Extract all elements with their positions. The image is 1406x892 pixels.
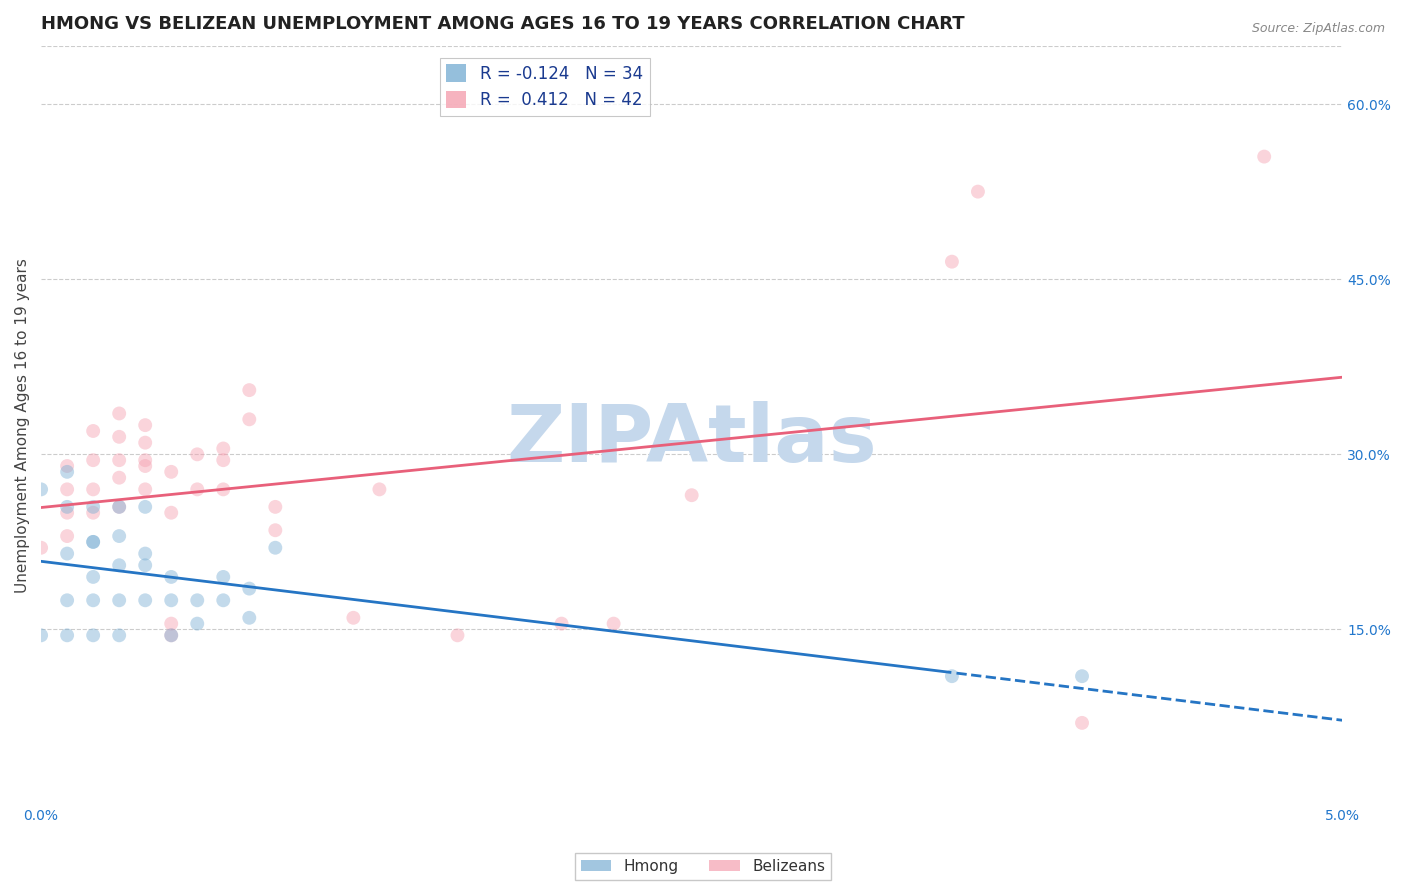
Y-axis label: Unemployment Among Ages 16 to 19 years: Unemployment Among Ages 16 to 19 years xyxy=(15,258,30,592)
Point xyxy=(82,506,104,520)
Point xyxy=(56,628,79,642)
Point xyxy=(108,471,131,485)
Point xyxy=(160,616,183,631)
Point xyxy=(186,483,208,497)
Point xyxy=(212,570,235,584)
Point xyxy=(56,593,79,607)
Point xyxy=(446,628,468,642)
Point xyxy=(108,558,131,573)
Point xyxy=(1071,715,1094,730)
Point xyxy=(108,430,131,444)
Point xyxy=(160,593,183,607)
Point xyxy=(238,412,260,426)
Point xyxy=(108,593,131,607)
Point xyxy=(368,483,391,497)
Point xyxy=(56,506,79,520)
Point xyxy=(186,616,208,631)
Point xyxy=(967,185,990,199)
Point xyxy=(550,616,572,631)
Point xyxy=(186,447,208,461)
Point xyxy=(134,500,156,514)
Point xyxy=(160,506,183,520)
Point xyxy=(238,582,260,596)
Point xyxy=(186,593,208,607)
Point xyxy=(1071,669,1094,683)
Point xyxy=(681,488,703,502)
Point xyxy=(108,628,131,642)
Point xyxy=(134,453,156,467)
Point xyxy=(264,541,287,555)
Point xyxy=(30,628,52,642)
Point xyxy=(134,593,156,607)
Point xyxy=(82,453,104,467)
Point xyxy=(108,453,131,467)
Point xyxy=(160,628,183,642)
Text: ZIPAtlas: ZIPAtlas xyxy=(506,401,877,479)
Legend: Hmong, Belizeans: Hmong, Belizeans xyxy=(575,853,831,880)
Point xyxy=(212,593,235,607)
Point xyxy=(108,529,131,543)
Point xyxy=(160,628,183,642)
Point xyxy=(134,483,156,497)
Point xyxy=(108,500,131,514)
Point xyxy=(212,442,235,456)
Point xyxy=(941,254,963,268)
Point xyxy=(941,669,963,683)
Point xyxy=(56,465,79,479)
Point xyxy=(82,628,104,642)
Legend: R = -0.124   N = 34, R =  0.412   N = 42: R = -0.124 N = 34, R = 0.412 N = 42 xyxy=(440,58,650,116)
Point xyxy=(134,547,156,561)
Point xyxy=(82,424,104,438)
Point xyxy=(160,465,183,479)
Point xyxy=(56,500,79,514)
Point xyxy=(238,611,260,625)
Point xyxy=(342,611,364,625)
Point xyxy=(1253,150,1275,164)
Point xyxy=(108,500,131,514)
Point xyxy=(56,547,79,561)
Point xyxy=(134,435,156,450)
Point xyxy=(108,407,131,421)
Point xyxy=(56,458,79,473)
Point xyxy=(264,500,287,514)
Point xyxy=(134,458,156,473)
Text: Source: ZipAtlas.com: Source: ZipAtlas.com xyxy=(1251,22,1385,36)
Point xyxy=(212,453,235,467)
Point xyxy=(238,383,260,397)
Point xyxy=(56,529,79,543)
Point xyxy=(82,500,104,514)
Point xyxy=(82,535,104,549)
Point xyxy=(30,541,52,555)
Text: HMONG VS BELIZEAN UNEMPLOYMENT AMONG AGES 16 TO 19 YEARS CORRELATION CHART: HMONG VS BELIZEAN UNEMPLOYMENT AMONG AGE… xyxy=(41,15,965,33)
Point xyxy=(134,558,156,573)
Point xyxy=(56,483,79,497)
Point xyxy=(30,483,52,497)
Point xyxy=(82,535,104,549)
Point xyxy=(212,483,235,497)
Point xyxy=(82,593,104,607)
Point xyxy=(264,523,287,537)
Point xyxy=(602,616,624,631)
Point xyxy=(82,483,104,497)
Point xyxy=(82,570,104,584)
Point xyxy=(160,570,183,584)
Point xyxy=(134,418,156,433)
